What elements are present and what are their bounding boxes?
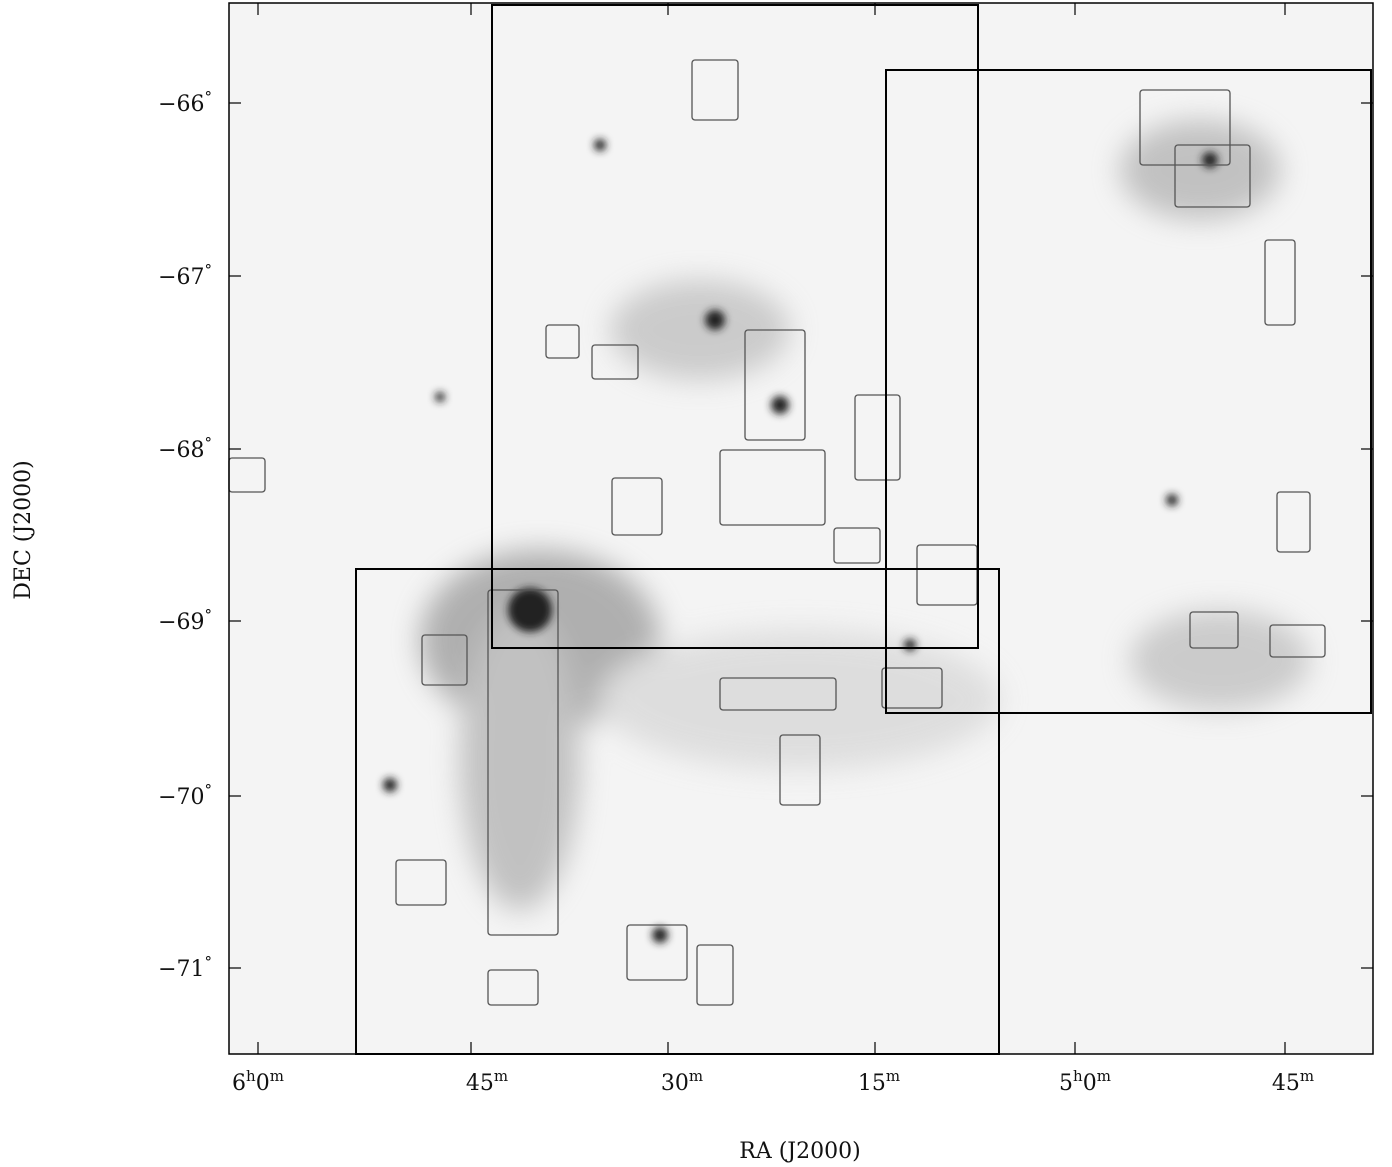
tick-label-number: 45: [466, 1071, 494, 1096]
tick-label-unit: h: [1073, 1067, 1083, 1085]
y-tick-label: −71°: [158, 953, 212, 982]
tick-label-unit: °: [205, 261, 213, 279]
tick-label-unit: m: [1300, 1067, 1314, 1085]
tick-label-unit: °: [205, 953, 213, 971]
tick-label-unit: m: [270, 1067, 284, 1085]
y-tick-label: −69°: [158, 606, 212, 635]
plot-frame: [228, 2, 1374, 1055]
x-tick-label: 6h0m: [232, 1067, 284, 1096]
tick-label-number: −71: [158, 957, 204, 982]
tick-marks: [229, 3, 1373, 1054]
tick-label-unit: °: [205, 606, 213, 624]
tick-label-number: 6: [232, 1071, 246, 1096]
tick-label-number: −66: [158, 92, 204, 117]
x-tick-label: 45m: [466, 1067, 508, 1096]
tick-label-unit: h: [246, 1067, 256, 1085]
tick-label-number: 5: [1059, 1071, 1073, 1096]
tick-label-number: 30: [661, 1071, 689, 1096]
y-tick-label: −66°: [158, 88, 212, 117]
sky-image: [229, 3, 1373, 1054]
y-tick-label: −68°: [158, 434, 212, 463]
tick-label-unit: m: [689, 1067, 703, 1085]
x-axis-title: RA (J2000): [739, 1139, 860, 1164]
tick-label-number: 0: [256, 1071, 270, 1096]
y-axis-title: DEC (J2000): [11, 460, 36, 600]
tick-label-number: 0: [1083, 1071, 1097, 1096]
tick-label-number: 15: [858, 1071, 886, 1096]
y-tick-label: −70°: [158, 781, 212, 810]
tick-label-unit: °: [205, 781, 213, 799]
tick-label-number: −69: [158, 610, 204, 635]
tick-label-unit: °: [205, 88, 213, 106]
y-tick-label: −67°: [158, 261, 212, 290]
tick-label-unit: °: [205, 434, 213, 452]
tick-label-unit: m: [494, 1067, 508, 1085]
tick-label-number: −68: [158, 438, 204, 463]
tick-label-unit: m: [886, 1067, 900, 1085]
tick-label-number: 45: [1272, 1071, 1300, 1096]
tick-label-number: −67: [158, 265, 204, 290]
x-tick-label: 30m: [661, 1067, 703, 1096]
tick-label-unit: m: [1097, 1067, 1111, 1085]
tick-label-number: −70: [158, 785, 204, 810]
observed-regions: [228, 59, 1326, 1006]
x-tick-label: 5h0m: [1059, 1067, 1111, 1096]
x-tick-label: 45m: [1272, 1067, 1314, 1096]
x-tick-label: 15m: [858, 1067, 900, 1096]
